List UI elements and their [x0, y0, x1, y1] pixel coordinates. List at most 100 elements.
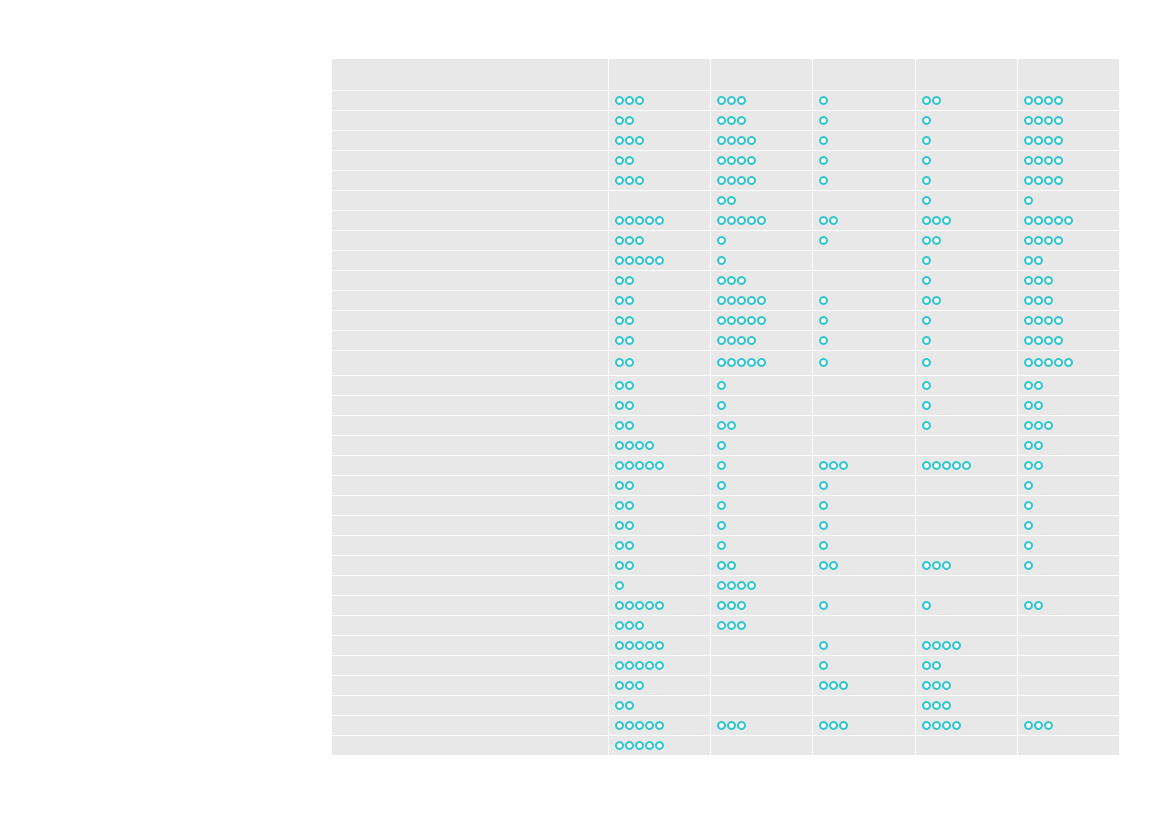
- ring-dot-icon: [654, 215, 664, 225]
- ring-dot-icon: [716, 155, 726, 165]
- ring-dot-icon: [838, 720, 848, 730]
- ring-dot-icon: [746, 335, 756, 345]
- ring-dot-icon: [941, 640, 951, 650]
- rating-dots: [818, 358, 915, 367]
- rating-cell: [709, 249, 813, 271]
- rating-cell: [914, 474, 1018, 496]
- ring-dot-icon: [614, 520, 624, 530]
- table-row: [332, 594, 1120, 616]
- ring-dot-icon: [716, 500, 726, 510]
- rating-cell: [914, 269, 1018, 291]
- ring-dot-icon: [1033, 175, 1043, 185]
- ring-dot-icon: [931, 680, 941, 690]
- ring-dot-icon: [644, 215, 654, 225]
- ring-dot-icon: [736, 275, 746, 285]
- row-label-cell: [332, 694, 609, 716]
- rating-dots: [818, 720, 915, 730]
- ring-dot-icon: [624, 115, 634, 125]
- rating-cell: [1016, 289, 1120, 311]
- rating-cell: [914, 534, 1018, 556]
- rating-cell: [811, 454, 916, 476]
- ring-dot-icon: [1023, 135, 1033, 145]
- row-label-cell: [332, 394, 609, 416]
- ring-dot-icon: [624, 335, 634, 345]
- ring-dot-icon: [736, 720, 746, 730]
- ring-dot-icon: [726, 175, 736, 185]
- ring-dot-icon: [1033, 400, 1043, 410]
- ring-dot-icon: [1043, 358, 1053, 367]
- ring-dot-icon: [634, 135, 644, 145]
- rating-dots: [1023, 358, 1119, 367]
- table-body: [332, 59, 1120, 756]
- table-row: [332, 554, 1120, 576]
- rating-cell: [811, 374, 916, 396]
- rating-dots: [818, 135, 915, 145]
- row-label-cell: [332, 129, 609, 151]
- ring-dot-icon: [614, 215, 624, 225]
- ring-dot-icon: [726, 335, 736, 345]
- rating-cell: [607, 129, 711, 151]
- rating-cell: [607, 89, 711, 111]
- ring-dot-icon: [614, 135, 624, 145]
- ring-dot-icon: [921, 420, 931, 430]
- ring-dot-icon: [624, 660, 634, 670]
- ring-dot-icon: [624, 680, 634, 690]
- ring-dot-icon: [1023, 255, 1033, 265]
- ring-dot-icon: [624, 600, 634, 610]
- rating-dots: [818, 95, 915, 105]
- ring-dot-icon: [726, 295, 736, 305]
- ring-dot-icon: [654, 600, 664, 610]
- ring-dot-icon: [614, 95, 624, 105]
- rating-cell: [1016, 329, 1120, 351]
- rating-dots: [921, 560, 1017, 570]
- ring-dot-icon: [716, 335, 726, 345]
- rating-dots: [716, 95, 812, 105]
- rating-dots: [716, 175, 812, 185]
- ring-dot-icon: [1043, 720, 1053, 730]
- ring-dot-icon: [746, 215, 756, 225]
- rating-cell: [709, 229, 813, 251]
- rating-dots: [921, 400, 1017, 410]
- ring-dot-icon: [1053, 95, 1063, 105]
- ring-dot-icon: [614, 400, 624, 410]
- ring-dot-icon: [614, 580, 624, 590]
- ring-dot-icon: [624, 420, 634, 430]
- ring-dot-icon: [634, 95, 644, 105]
- ring-dot-icon: [1023, 440, 1033, 450]
- rating-cell: [709, 734, 813, 756]
- rating-cell: [607, 269, 711, 291]
- rating-cell: [607, 734, 711, 756]
- rating-cell: [709, 434, 813, 456]
- rating-cell: [1016, 494, 1120, 516]
- rating-cell: [914, 674, 1018, 696]
- table-row: [332, 474, 1120, 496]
- ring-dot-icon: [614, 255, 624, 265]
- ring-dot-icon: [614, 380, 624, 390]
- rating-dots: [1023, 155, 1119, 165]
- ring-dot-icon: [756, 358, 766, 367]
- rating-dots: [1023, 275, 1119, 285]
- table-row: [332, 394, 1120, 416]
- row-label-cell: [332, 229, 609, 251]
- ring-dot-icon: [716, 580, 726, 590]
- rating-cell: [914, 494, 1018, 516]
- rating-cell: [914, 309, 1018, 331]
- rating-dots: [716, 380, 812, 390]
- rating-dots: [614, 540, 710, 550]
- ring-dot-icon: [654, 640, 664, 650]
- ring-dot-icon: [614, 358, 624, 367]
- rating-cell: [811, 309, 916, 331]
- rating-cell: [709, 309, 813, 331]
- rating-cell: [709, 349, 813, 376]
- ring-dot-icon: [921, 215, 931, 225]
- rating-cell: [914, 714, 1018, 736]
- rating-dots: [614, 380, 710, 390]
- ring-dot-icon: [614, 680, 624, 690]
- rating-cell: [914, 634, 1018, 656]
- ring-dot-icon: [716, 295, 726, 305]
- rating-cell: [607, 149, 711, 171]
- rating-dots: [614, 480, 710, 490]
- ring-dot-icon: [1023, 540, 1033, 550]
- ring-dot-icon: [818, 600, 828, 610]
- rating-cell: [914, 694, 1018, 716]
